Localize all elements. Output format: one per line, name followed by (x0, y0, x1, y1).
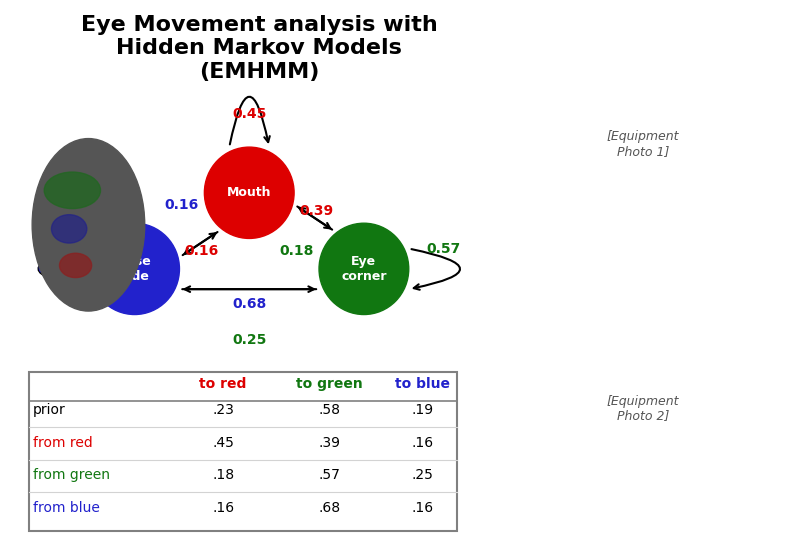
Circle shape (319, 223, 408, 315)
Text: .25: .25 (410, 468, 433, 482)
Circle shape (204, 147, 294, 238)
Text: .16: .16 (212, 500, 234, 515)
Text: from green: from green (33, 468, 110, 482)
Text: .58: .58 (318, 403, 340, 417)
Text: from blue: from blue (33, 500, 100, 515)
Ellipse shape (32, 138, 145, 311)
Text: 0.16: 0.16 (165, 199, 199, 213)
Text: [Equipment
Photo 1]: [Equipment Photo 1] (606, 130, 679, 158)
Text: .18: .18 (212, 468, 234, 482)
Text: .23: .23 (212, 403, 234, 417)
Text: to green: to green (296, 376, 362, 391)
Text: .45: .45 (212, 436, 234, 450)
Text: 0.18: 0.18 (279, 244, 313, 258)
Text: .16: .16 (410, 500, 433, 515)
Text: to blue: to blue (394, 376, 449, 391)
Text: .57: .57 (318, 468, 340, 482)
Text: 0.68: 0.68 (232, 297, 266, 311)
Text: 0.57: 0.57 (426, 241, 460, 256)
Text: [Equipment
Photo 2]: [Equipment Photo 2] (606, 395, 679, 422)
Text: Eye Movement analysis with
Hidden Markov Models
(EMHMM): Eye Movement analysis with Hidden Markov… (81, 15, 437, 82)
Text: .19: .19 (410, 403, 433, 417)
Text: 0.39: 0.39 (299, 203, 333, 217)
FancyBboxPatch shape (29, 372, 457, 531)
Text: 0.16: 0.16 (38, 262, 71, 276)
Circle shape (90, 223, 179, 315)
Text: Eye
corner: Eye corner (340, 255, 386, 283)
Ellipse shape (59, 253, 92, 278)
Text: Nose
side: Nose side (117, 255, 152, 283)
Text: to red: to red (199, 376, 247, 391)
Text: 0.16: 0.16 (185, 244, 218, 258)
Ellipse shape (51, 215, 87, 243)
Text: .16: .16 (410, 436, 433, 450)
Text: .68: .68 (318, 500, 340, 515)
Text: from red: from red (33, 436, 92, 450)
Text: 0.45: 0.45 (232, 107, 266, 121)
Text: .39: .39 (318, 436, 340, 450)
Text: Mouth: Mouth (226, 186, 271, 199)
Ellipse shape (44, 172, 100, 209)
Text: 0.25: 0.25 (232, 333, 266, 347)
Text: prior: prior (33, 403, 66, 417)
